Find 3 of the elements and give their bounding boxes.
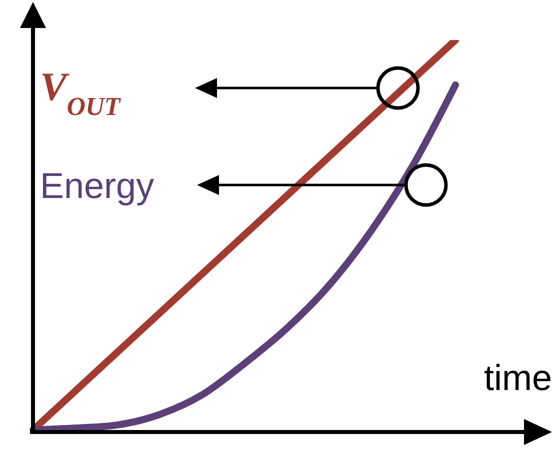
x-axis-title: time — [484, 357, 552, 398]
text: V$_{OUT}$ — [40, 64, 122, 120]
text: Energy — [40, 165, 154, 206]
